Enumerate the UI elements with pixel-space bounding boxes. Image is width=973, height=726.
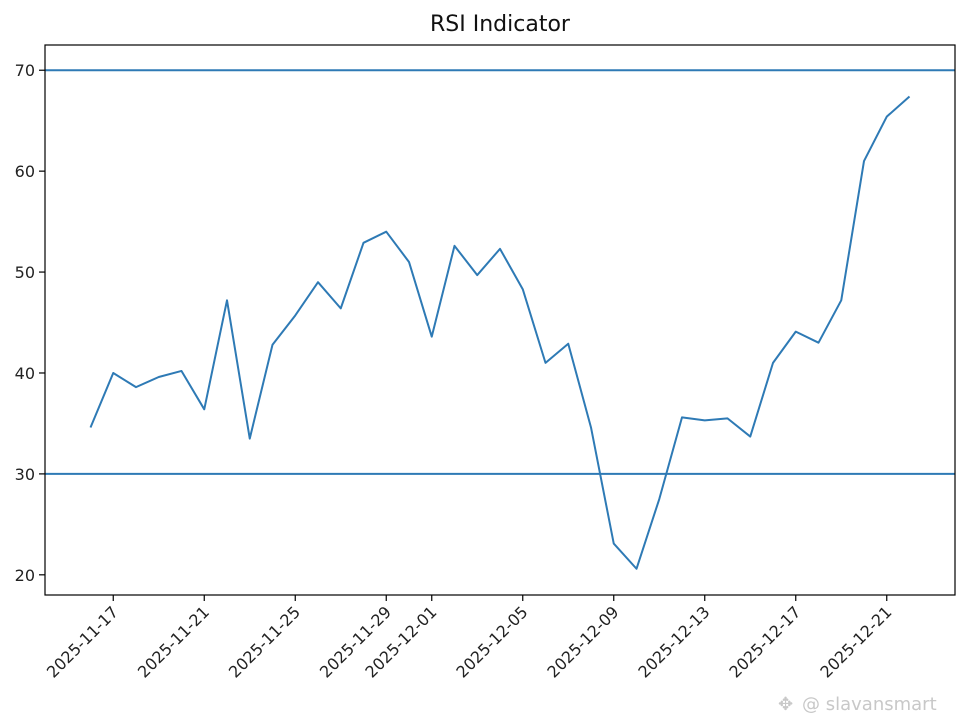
y-tick-label: 20 <box>15 566 35 585</box>
y-axis: 20 30 40 50 60 70 <box>15 61 45 585</box>
x-tick-label: 2025-12-13 <box>634 602 713 681</box>
x-tick-label: 2025-12-05 <box>452 602 531 681</box>
watermark-icon: ✥ <box>778 694 793 715</box>
x-tick-label: 2025-12-17 <box>725 602 804 681</box>
chart-title: RSI Indicator <box>430 12 571 37</box>
y-tick-label: 70 <box>15 61 35 80</box>
y-tick-label: 40 <box>15 364 35 383</box>
watermark: ✥ @ slavansmart <box>778 694 937 715</box>
y-tick-label: 30 <box>15 465 35 484</box>
x-tick-label: 2025-11-17 <box>43 602 122 681</box>
rsi-series-line <box>89 95 911 570</box>
x-axis: 2025-11-17 2025-11-21 2025-11-25 2025-11-29… <box>43 595 896 682</box>
plot-area <box>45 69 955 570</box>
x-tick-label: 2025-11-25 <box>225 602 304 681</box>
plot-frame <box>44 44 956 596</box>
x-tick-label: 2025-12-21 <box>816 602 895 681</box>
y-tick-label: 50 <box>15 263 35 282</box>
x-tick-label: 2025-11-21 <box>134 602 213 681</box>
x-tick-label: 2025-12-09 <box>543 602 622 681</box>
y-tick-label: 60 <box>15 162 35 181</box>
watermark-text: @ slavansmart <box>802 694 937 715</box>
